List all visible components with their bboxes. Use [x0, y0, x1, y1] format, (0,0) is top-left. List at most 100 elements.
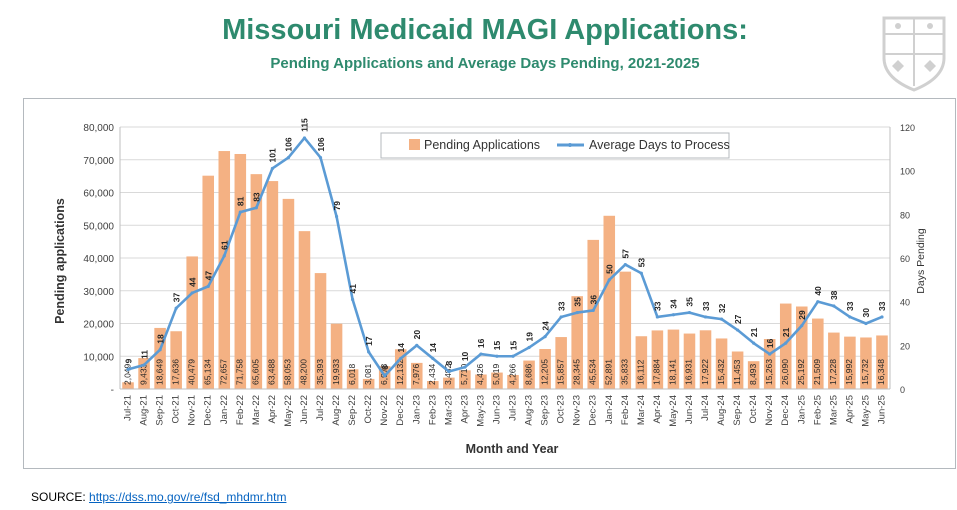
line-point	[832, 304, 836, 308]
line-point	[880, 315, 884, 319]
line-data-label: 101	[268, 148, 278, 162]
line-point	[639, 271, 643, 275]
bar-data-label: 15,263	[764, 359, 774, 385]
bar-data-label: 18,141	[668, 359, 678, 385]
axes-layer: - 10,000 20,000 30,000 40,000 50,000 60,000 70,…	[83, 123, 915, 427]
bar	[234, 153, 247, 389]
source-link[interactable]: https://dss.mo.gov/re/fsd_mhdmr.htm	[89, 490, 287, 504]
line-layer	[126, 136, 884, 378]
line-data-label: 15	[492, 341, 502, 351]
line-point	[302, 136, 307, 140]
bar-data-label: 11,453	[732, 359, 742, 385]
line-data-label: 20	[412, 330, 422, 340]
x-tick-label: Sep-21	[155, 395, 166, 426]
line-point	[703, 315, 708, 319]
line-point	[238, 210, 242, 214]
x-tick-label: Feb-24	[620, 395, 631, 425]
line-point	[575, 310, 579, 315]
line-point	[334, 214, 339, 219]
y-tick-label: -	[111, 385, 114, 396]
bar-data-label: 2,434	[427, 363, 437, 385]
source-note: SOURCE: https://dss.mo.gov/re/fsd_mhdmr.…	[31, 490, 286, 504]
line-point	[367, 350, 371, 354]
x-axis-label: Month and Year	[466, 442, 559, 456]
line-point	[142, 363, 146, 367]
y-tick-label: 70,000	[83, 156, 114, 167]
line-data-label: 33	[556, 301, 566, 311]
x-tick-label: Feb-22	[235, 395, 246, 425]
x-tick-label: Mar-25	[828, 395, 839, 425]
line-point	[671, 313, 676, 317]
bar	[202, 175, 215, 389]
line-point	[351, 297, 355, 302]
bar	[523, 360, 535, 389]
y-tick-label: 10,000	[83, 352, 114, 363]
bar	[876, 335, 888, 389]
bar	[844, 336, 856, 389]
legend-line-marker	[568, 143, 572, 147]
x-tick-label: Sep-22	[347, 395, 358, 426]
line-data-label: 30	[861, 308, 871, 318]
x-tick-label: May-24	[668, 395, 679, 427]
y-axis-label: Pending applications	[53, 198, 67, 324]
bar-data-label: 12,205	[539, 359, 549, 385]
line-point	[318, 155, 323, 160]
line-data-label: 32	[717, 303, 727, 313]
bar	[427, 381, 439, 389]
line-data-label: 19	[524, 332, 534, 342]
line-data-label: 34	[669, 299, 679, 309]
gridlines	[120, 126, 890, 357]
bar-data-label: 21,509	[812, 359, 822, 385]
bar-data-label: 8,686	[523, 363, 533, 385]
line-data-label: 6	[380, 365, 390, 370]
legend: Pending Applications Average Days to Pro…	[380, 132, 730, 159]
y-tick-label: 40,000	[83, 254, 114, 265]
line-point	[719, 317, 724, 321]
bar	[635, 336, 648, 389]
bars-layer	[122, 151, 888, 389]
line-data-label: 57	[621, 249, 631, 259]
line-point	[527, 345, 531, 350]
line-data-label: 14	[428, 343, 438, 353]
x-tick-label: Nov-21	[187, 395, 198, 426]
x-tick-label: Jun-25	[876, 395, 887, 424]
bar-data-label: 12,132	[395, 359, 405, 385]
line-data-label: 106	[316, 137, 326, 151]
chart-subtitle: Pending Applications and Average Days Pe…	[270, 55, 700, 72]
line-data-label: 15	[508, 341, 518, 351]
line-data-label: 38	[829, 290, 839, 300]
x-tick-label: Mar-24	[636, 395, 647, 425]
line-point	[174, 306, 178, 310]
y-tick-label: 20,000	[83, 320, 114, 331]
line-point	[752, 341, 756, 345]
line-data-label: 47	[203, 271, 213, 281]
bar	[298, 231, 311, 389]
line-data-label: 18	[155, 334, 165, 344]
bar	[539, 349, 551, 389]
bar-labels-layer: 2,049 9,433 18,649 17,636 40,479 65,134 72,657…	[122, 359, 886, 385]
line-point	[126, 367, 130, 371]
bar-data-label: 3,081	[363, 363, 373, 385]
bar-data-label: 16,348	[876, 359, 886, 385]
line-series-path	[127, 136, 883, 378]
x-tick-label: Sep-23	[540, 395, 551, 426]
line-point	[222, 254, 226, 258]
bar	[459, 370, 471, 389]
line-point	[158, 348, 162, 352]
bar	[170, 331, 182, 389]
line-point	[784, 341, 788, 345]
line-point	[607, 278, 611, 282]
bar-data-label: 40,479	[186, 359, 196, 385]
line-data-label: 81	[236, 196, 246, 206]
line-point	[431, 356, 435, 361]
x-tick-label: Apr-24	[652, 395, 663, 424]
bar	[314, 273, 327, 389]
line-point	[447, 369, 451, 374]
bar-data-label: 65,134	[202, 359, 212, 385]
line-point	[687, 310, 692, 315]
bar-data-label: 25,192	[796, 359, 806, 385]
line-data-label: 50	[605, 264, 615, 274]
x-tick-label: Dec-22	[395, 395, 406, 426]
line-point	[190, 291, 194, 295]
bar-data-label: 2,049	[122, 363, 132, 385]
